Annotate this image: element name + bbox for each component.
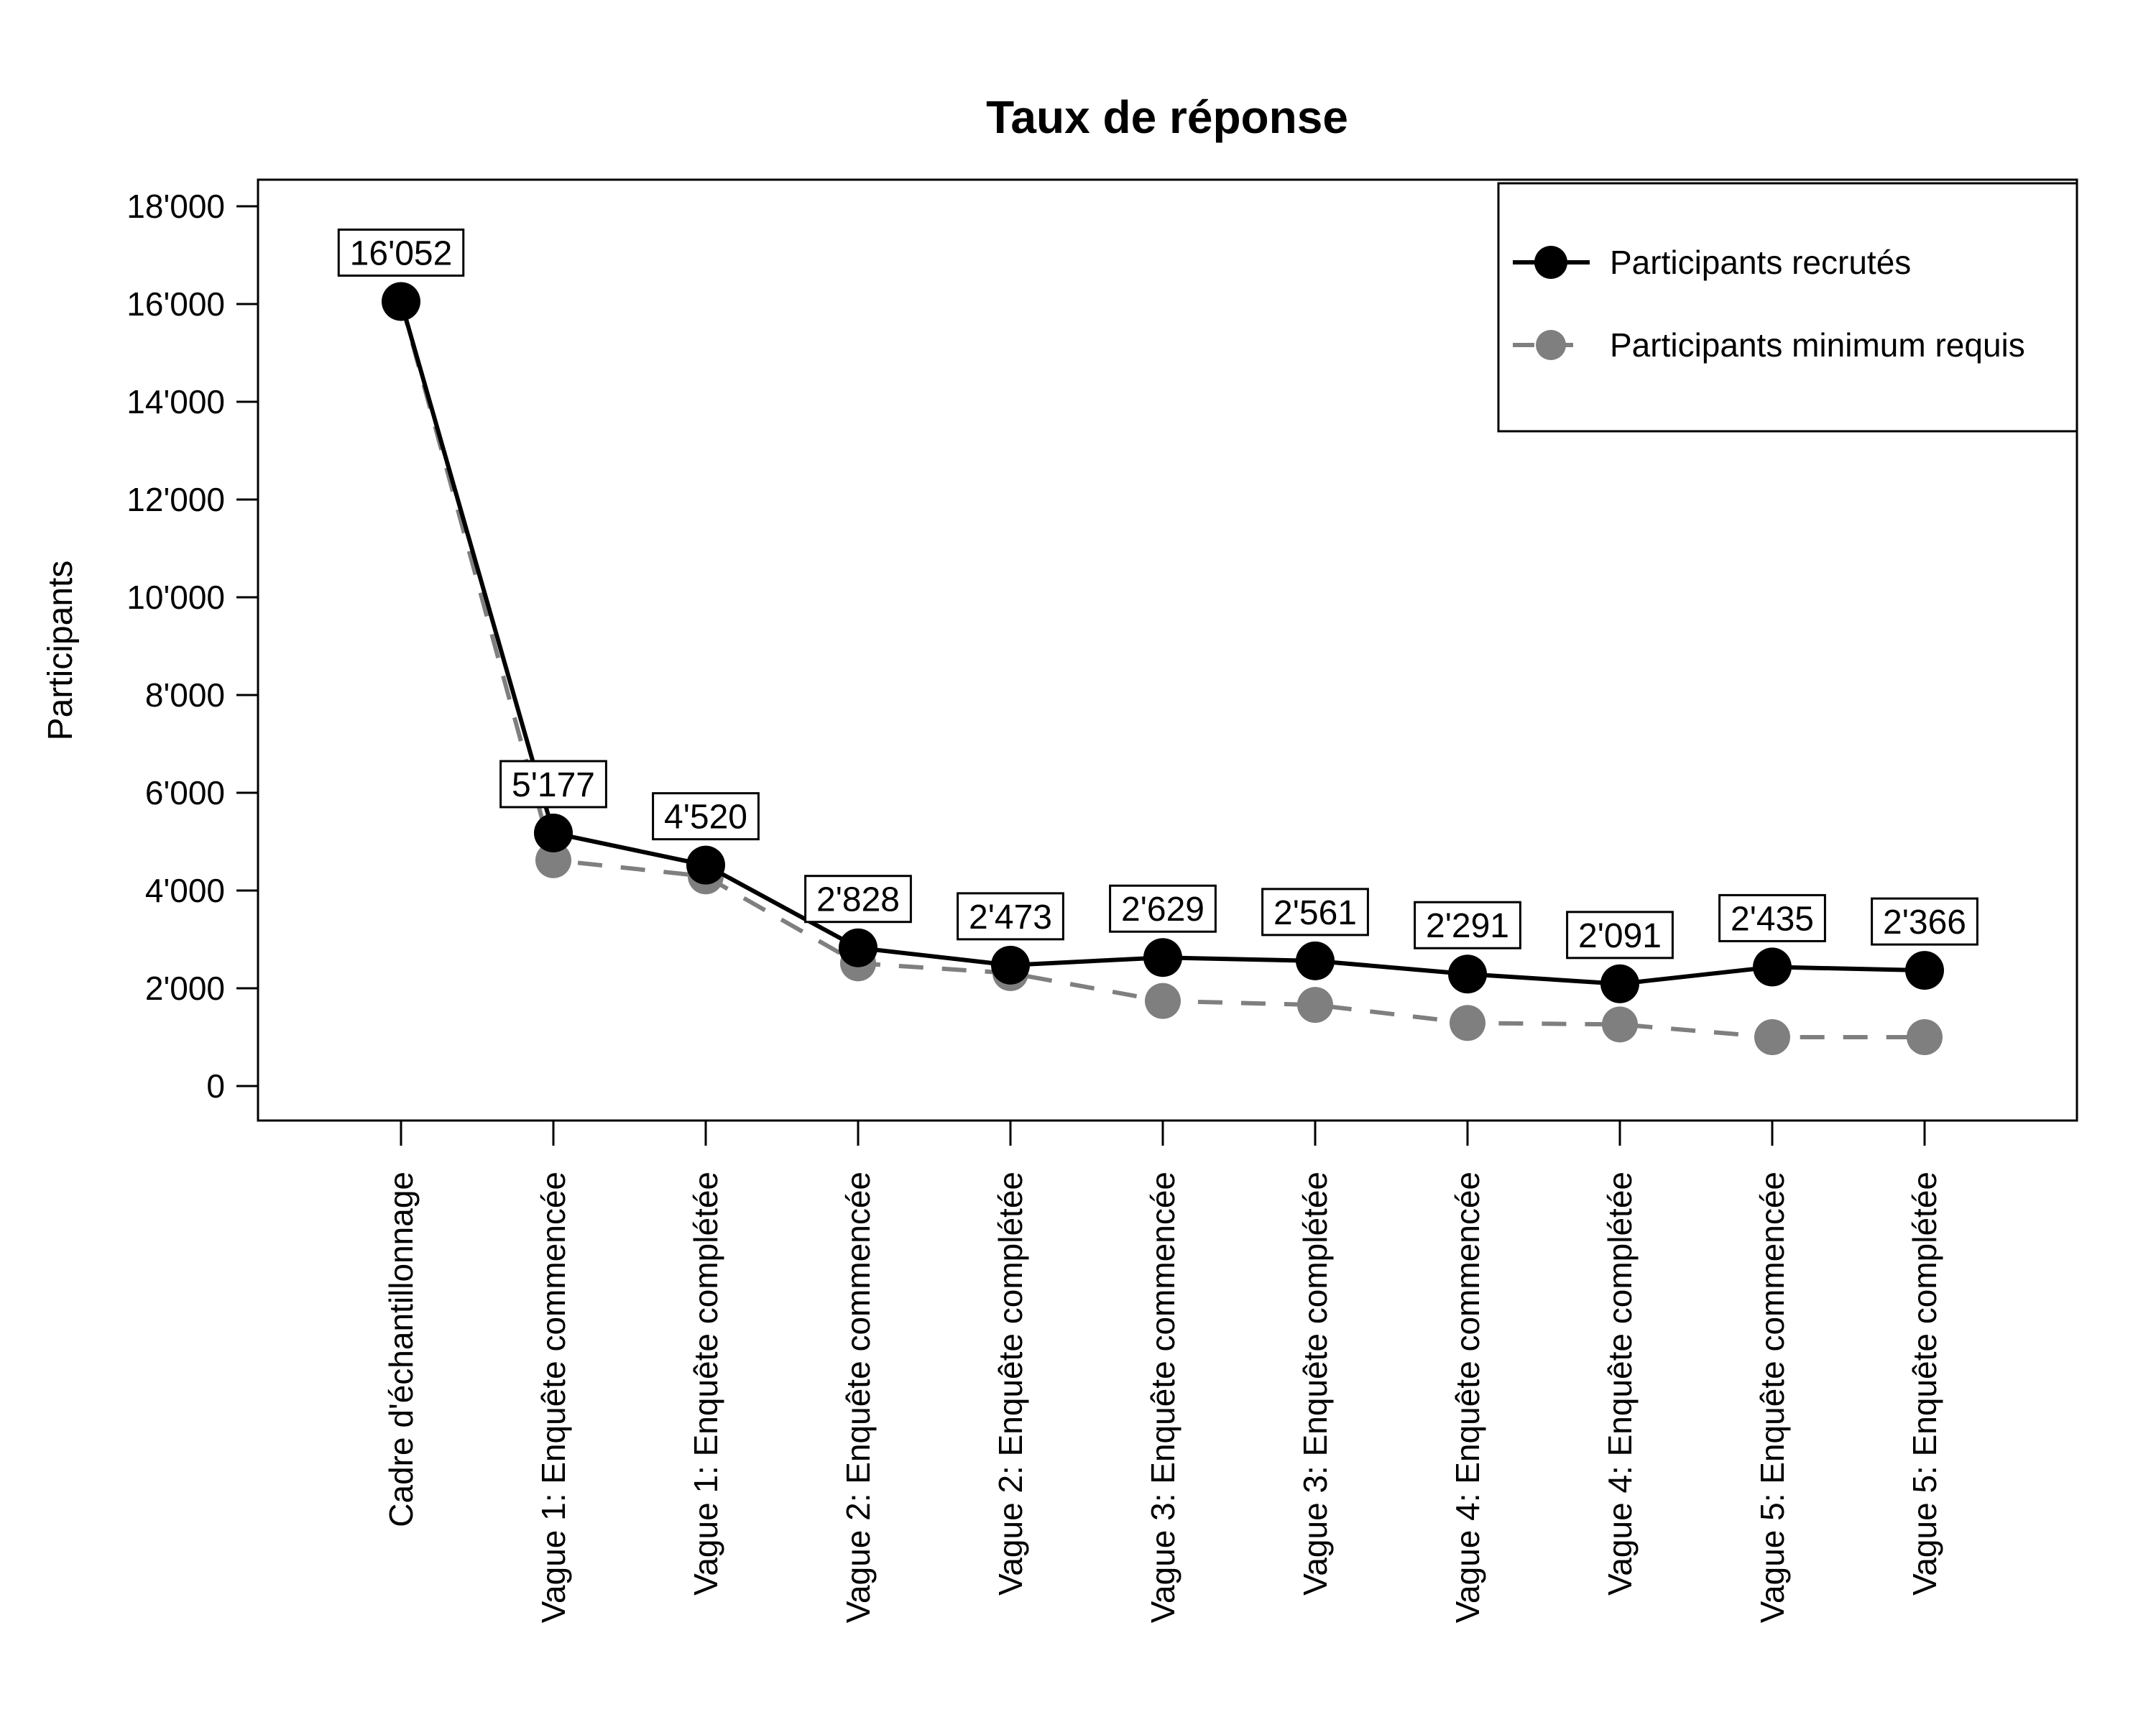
data-point-s0: [686, 845, 725, 885]
data-point-s0: [991, 945, 1030, 985]
value-label-box: [957, 892, 1064, 941]
data-point-s1: [1297, 987, 1333, 1024]
chart-title: Taux de réponse: [986, 91, 1348, 143]
value-label-box: [499, 760, 607, 809]
y-tick-label: 8'000: [145, 676, 225, 714]
legend-label-recrutes: Participants recrutés: [1610, 244, 1911, 281]
value-label: 2'561: [1273, 894, 1357, 932]
data-point-s1: [1754, 1019, 1790, 1055]
value-label-box: [804, 875, 912, 924]
data-point-s1: [1602, 1006, 1638, 1043]
data-point-s0: [1753, 947, 1792, 987]
x-tick-label: Vague 5: Enquête complétée: [1906, 1172, 1943, 1596]
data-point-s0: [839, 928, 877, 967]
value-label: 16'052: [350, 234, 453, 272]
y-tick-label: 18'000: [126, 188, 225, 225]
value-label-box: [1414, 901, 1521, 949]
x-tick-label: Vague 1: Enquête commencée: [535, 1172, 572, 1623]
x-tick-label: Vague 4: Enquête complétée: [1601, 1172, 1639, 1596]
data-point-s0: [1448, 954, 1487, 994]
value-label: 2'291: [1426, 907, 1509, 945]
plot-area: 0 2'000 4'000 6'000 8'000 10'000 12'000 14'000 1…: [126, 178, 2078, 1623]
value-label-box: [1109, 884, 1217, 933]
value-label: 2'091: [1578, 917, 1662, 955]
y-tick-label: 12'000: [126, 481, 225, 518]
value-label-box: [337, 228, 465, 277]
y-axis-title: Participants: [42, 561, 80, 741]
y-tick-label: 10'000: [126, 579, 225, 616]
y-tick-label: 6'000: [145, 774, 225, 811]
x-tick-label: Vague 1: Enquête complétée: [687, 1172, 724, 1596]
data-point-s1: [535, 842, 571, 878]
value-label-box: [1718, 893, 1826, 942]
legend: Participants recrutés Participants minim…: [1497, 182, 2078, 433]
x-tick-label: Cadre d'échantillonnage: [382, 1172, 420, 1527]
x-tick-label: Vague 5: Enquête commencée: [1754, 1172, 1791, 1623]
value-label: 2'366: [1883, 903, 1966, 942]
plot-frame: [257, 178, 2078, 1122]
legend-box: [1497, 182, 2078, 433]
value-label: 4'520: [664, 799, 747, 837]
legend-marker-minimum: [1536, 330, 1566, 360]
legend-marker-recrutes: [1534, 246, 1567, 279]
value-label-box: [1261, 888, 1369, 937]
value-label: 2'629: [1121, 891, 1204, 929]
y-tick-label: 16'000: [126, 285, 225, 323]
x-tick-label: Vague 3: Enquête complétée: [1296, 1172, 1334, 1596]
y-tick-label: 0: [206, 1067, 225, 1105]
data-point-s0: [1143, 938, 1182, 978]
legend-label-minimum: Participants minimum requis: [1610, 326, 2025, 364]
x-tick-label: Vague 2: Enquête commencée: [839, 1172, 877, 1623]
value-label-box: [652, 792, 760, 841]
data-point-s0: [534, 813, 573, 852]
data-point-s1: [1145, 983, 1181, 1019]
value-label: 2'435: [1731, 900, 1814, 938]
data-point-s1: [1450, 1005, 1485, 1041]
data-point-s0: [1600, 964, 1639, 1003]
data-point-s0: [1905, 951, 1944, 990]
data-point-s1: [1907, 1019, 1943, 1055]
y-tick-label: 14'000: [126, 383, 225, 420]
x-tick-label: Vague 3: Enquête commencée: [1144, 1172, 1181, 1623]
value-label-box: [1566, 911, 1674, 960]
value-label: 2'473: [969, 898, 1052, 937]
data-point-s0: [1296, 941, 1335, 980]
x-tick-label: Vague 2: Enquête complétée: [992, 1172, 1029, 1596]
value-label: 5'177: [512, 766, 595, 804]
x-tick-label: Vague 4: Enquête commencée: [1449, 1172, 1486, 1623]
value-label-box: [1871, 897, 1978, 946]
y-tick-label: 4'000: [145, 872, 225, 909]
data-point-s0: [382, 282, 420, 321]
legend-entry-recrutes: Participants recrutés: [1513, 244, 1911, 281]
y-tick-label: 2'000: [145, 970, 225, 1007]
value-label: 2'828: [816, 881, 900, 919]
legend-entry-minimum: Participants minimum requis: [1513, 326, 2025, 364]
